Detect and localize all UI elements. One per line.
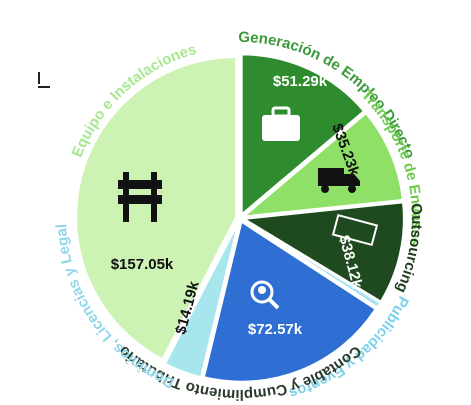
search-icon	[250, 280, 274, 304]
value-label: $51.29k	[273, 73, 328, 90]
barricade-leg	[151, 172, 157, 222]
value-label: $157.05k	[111, 256, 174, 273]
wheel	[321, 185, 329, 193]
briefcase-handle	[271, 106, 291, 118]
pie-slice	[242, 219, 382, 309]
barricade-icon	[118, 180, 162, 189]
pie-slice	[202, 220, 377, 383]
wheel	[348, 185, 356, 193]
pie-slice	[240, 111, 404, 218]
briefcase-icon	[262, 115, 300, 141]
pie-slice	[240, 53, 366, 217]
mark	[38, 72, 40, 84]
cheque-icon	[331, 213, 379, 247]
search-handle	[268, 298, 280, 310]
truck-cab	[344, 174, 360, 186]
truck-icon	[318, 168, 344, 186]
pie-slice	[240, 201, 405, 303]
value-label: $72.57k	[248, 321, 303, 338]
mark	[38, 86, 50, 88]
barricade-leg	[123, 172, 129, 222]
barricade-bar	[118, 195, 162, 204]
pie-slice	[163, 221, 240, 379]
icons	[38, 72, 379, 310]
person-icon	[258, 286, 266, 294]
